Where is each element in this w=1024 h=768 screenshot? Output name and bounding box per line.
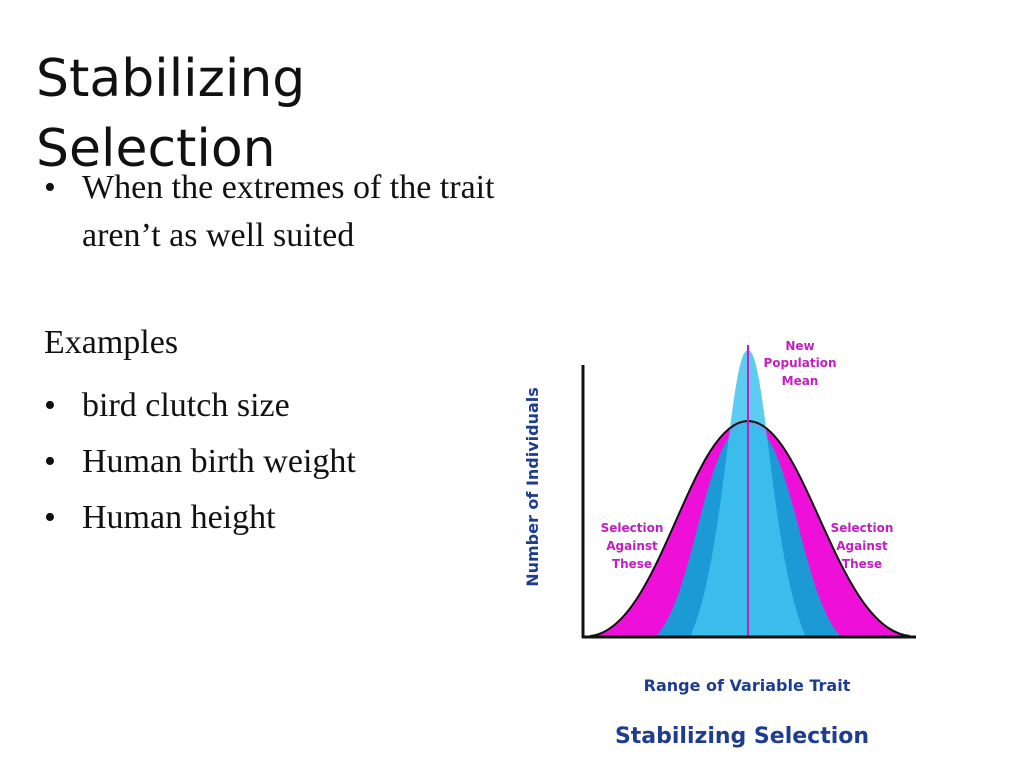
examples-list: bird clutch size Human birth weight Huma… (44, 378, 356, 546)
annotation: Mean (782, 374, 819, 388)
slide-title: Stabilizing Selection (36, 49, 306, 179)
annotation: Selection (601, 521, 664, 535)
example-item: Human birth weight (44, 434, 356, 490)
annotation: New (785, 339, 814, 353)
annotation: Population (763, 356, 836, 370)
x-axis-label: Range of Variable Trait (644, 676, 851, 695)
figure-caption: Stabilizing Selection (615, 724, 869, 749)
bullet: When the extremes of the trait aren’t as… (44, 164, 552, 260)
y-axis-label: Number of Individuals (523, 387, 542, 587)
examples-heading: Examples (44, 324, 179, 361)
annotation: These (612, 557, 652, 571)
annotation: These (842, 557, 882, 571)
example-item: bird clutch size (44, 378, 356, 434)
annotation: Selection (831, 521, 894, 535)
example-item: Human height (44, 490, 356, 546)
annotation: Against (606, 539, 658, 553)
annotation: Against (836, 539, 888, 553)
